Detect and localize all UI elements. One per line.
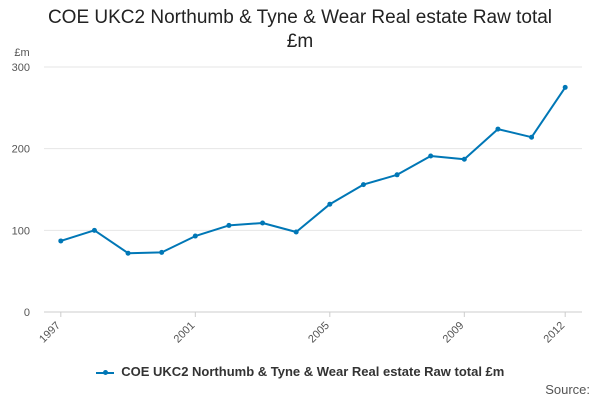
- data-point: [562, 84, 568, 90]
- data-point: [327, 201, 333, 207]
- x-tick-label: 1997: [37, 320, 63, 346]
- chart-title-line-1: COE UKC2 Northumb & Tyne & Wear Real est…: [47, 7, 553, 28]
- data-point: [293, 229, 299, 235]
- chart-title-line-2: £m: [286, 31, 314, 52]
- legend[interactable]: COE UKC2 Northumb & Tyne & Wear Real est…: [0, 364, 600, 379]
- legend-swatch: [95, 369, 114, 375]
- data-point: [461, 156, 467, 162]
- x-tick-label: 2001: [172, 320, 198, 346]
- chart-title: COE UKC2 Northumb & Tyne & Wear Real est…: [0, 6, 600, 54]
- data-point: [495, 126, 501, 132]
- y-tick-label: 0: [24, 307, 30, 319]
- data-point: [91, 227, 97, 233]
- x-tick-label: 2012: [542, 320, 568, 346]
- data-point: [360, 182, 366, 188]
- y-tick-label: 300: [12, 62, 30, 74]
- y-tick-label: 100: [12, 225, 30, 237]
- source-label: Source:: [545, 382, 590, 397]
- series-line: [60, 86, 567, 255]
- data-point: [192, 233, 198, 239]
- y-axis-unit-label: £m: [14, 47, 29, 59]
- data-point: [125, 250, 131, 256]
- y-tick-label: 200: [12, 144, 30, 156]
- data-point: [394, 172, 400, 178]
- legend-label: COE UKC2 Northumb & Tyne & Wear Real est…: [121, 364, 505, 379]
- data-point: [159, 249, 165, 255]
- data-point: [428, 153, 434, 159]
- x-tick-label: 2005: [306, 320, 332, 346]
- data-point: [260, 220, 266, 226]
- data-point: [529, 134, 535, 140]
- x-tick-label: 2009: [441, 320, 467, 346]
- data-point: [58, 238, 64, 244]
- data-point: [226, 222, 232, 228]
